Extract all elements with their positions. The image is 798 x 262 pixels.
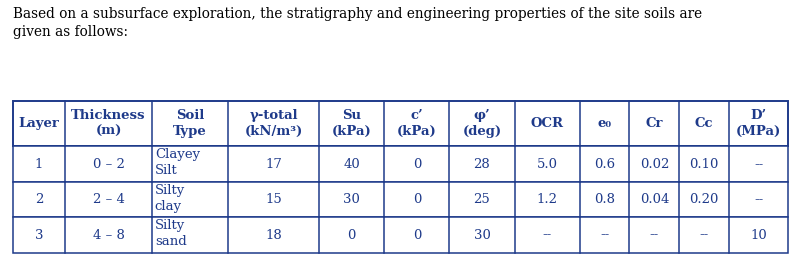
Text: 18: 18 <box>266 229 282 242</box>
Text: 25: 25 <box>474 193 490 206</box>
Text: 2: 2 <box>35 193 43 206</box>
Text: 5.0: 5.0 <box>536 158 558 171</box>
Text: c’
(kPa): c’ (kPa) <box>397 109 437 138</box>
Text: 1.2: 1.2 <box>536 193 558 206</box>
Text: --: -- <box>650 229 659 242</box>
Text: Soil
Type: Soil Type <box>173 109 207 138</box>
Text: Cc: Cc <box>695 117 713 130</box>
Text: 0: 0 <box>413 193 421 206</box>
Bar <box>13 101 788 146</box>
Text: 28: 28 <box>474 158 490 171</box>
Text: 0.04: 0.04 <box>640 193 669 206</box>
Text: 2 – 4: 2 – 4 <box>93 193 124 206</box>
Text: 0.10: 0.10 <box>689 158 719 171</box>
Text: --: -- <box>754 158 764 171</box>
Text: 30: 30 <box>343 193 360 206</box>
Text: Layer: Layer <box>18 117 60 130</box>
Text: 1: 1 <box>35 158 43 171</box>
Text: 0: 0 <box>413 229 421 242</box>
Text: --: -- <box>600 229 609 242</box>
Text: 0.8: 0.8 <box>594 193 615 206</box>
Text: 3: 3 <box>35 229 43 242</box>
Bar <box>13 217 788 253</box>
Text: Based on a subsurface exploration, the stratigraphy and engineering properties o: Based on a subsurface exploration, the s… <box>13 7 702 39</box>
Text: 30: 30 <box>473 229 491 242</box>
Text: 0: 0 <box>413 158 421 171</box>
Text: Silty
clay: Silty clay <box>155 184 185 213</box>
Text: 0.20: 0.20 <box>689 193 719 206</box>
Text: 0.02: 0.02 <box>640 158 669 171</box>
Text: Thickness
(m): Thickness (m) <box>71 109 146 138</box>
Text: 10: 10 <box>750 229 767 242</box>
Text: Clayey
Silt: Clayey Silt <box>155 148 200 177</box>
Text: 0.6: 0.6 <box>594 158 615 171</box>
Text: Cr: Cr <box>646 117 663 130</box>
Text: 4 – 8: 4 – 8 <box>93 229 124 242</box>
Text: 0 – 2: 0 – 2 <box>93 158 124 171</box>
Text: φ’
(deg): φ’ (deg) <box>462 109 502 138</box>
Text: --: -- <box>754 193 764 206</box>
Text: 17: 17 <box>265 158 282 171</box>
Text: γ-total
(kN/m³): γ-total (kN/m³) <box>245 109 302 138</box>
Text: Su
(kPa): Su (kPa) <box>332 109 372 138</box>
Text: OCR: OCR <box>531 117 563 130</box>
Text: D’
(MPa): D’ (MPa) <box>736 109 781 138</box>
Text: 40: 40 <box>343 158 360 171</box>
Bar <box>13 182 788 217</box>
Text: e₀: e₀ <box>598 117 611 130</box>
Text: --: -- <box>700 229 709 242</box>
Text: 0: 0 <box>348 229 356 242</box>
Text: --: -- <box>543 229 551 242</box>
Text: 15: 15 <box>266 193 282 206</box>
Bar <box>13 146 788 182</box>
Text: Silty
sand: Silty sand <box>155 219 187 248</box>
